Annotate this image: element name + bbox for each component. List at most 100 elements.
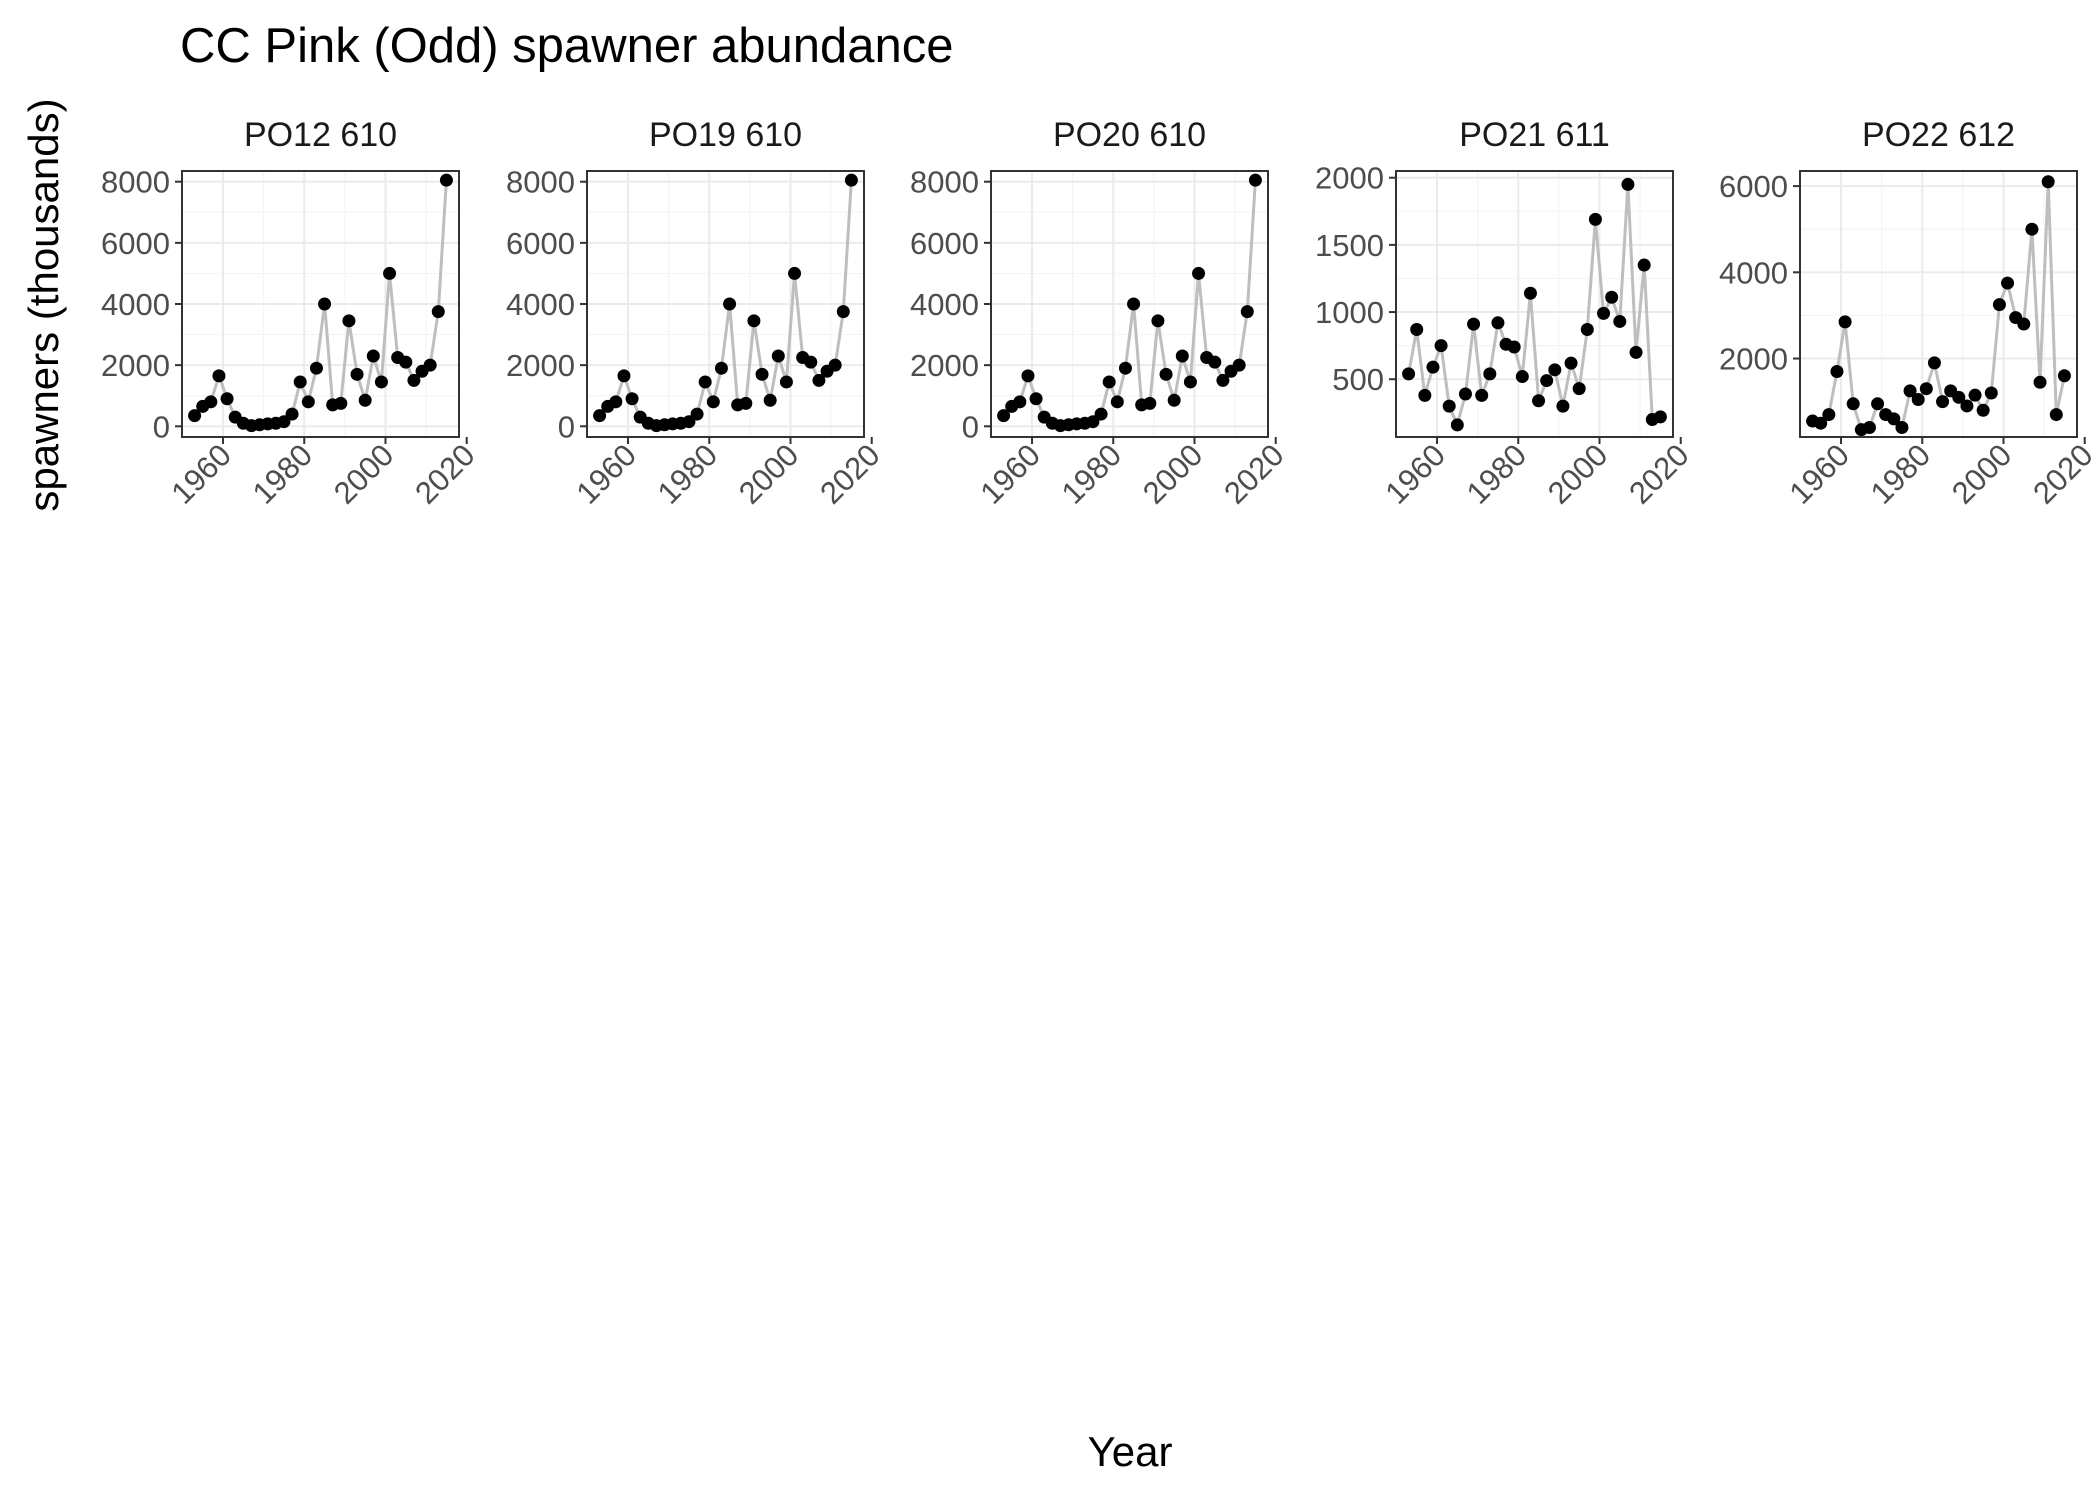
data-point — [617, 369, 631, 383]
panel-title: PO12 610 — [244, 116, 397, 154]
panel-title: PO21 611 — [1459, 116, 1610, 154]
data-point — [1871, 397, 1885, 411]
data-point — [1175, 349, 1189, 363]
data-point — [212, 369, 226, 383]
data-point — [1183, 375, 1197, 389]
data-point — [1548, 363, 1562, 377]
y-tick-label: 8000 — [101, 165, 170, 200]
data-point — [1919, 382, 1933, 396]
data-point — [1192, 266, 1206, 280]
data-point — [1822, 408, 1836, 422]
y-tick-label: 500 — [1332, 362, 1384, 397]
data-point — [334, 396, 348, 410]
data-point — [1021, 369, 1035, 383]
data-point — [1653, 410, 1667, 424]
y-tick-label: 2000 — [910, 348, 979, 383]
data-point — [188, 409, 202, 423]
data-point — [374, 375, 388, 389]
y-tick-label: 1500 — [1315, 228, 1384, 263]
y-tick-label: 8000 — [910, 165, 979, 200]
data-point — [1637, 258, 1651, 272]
data-point — [431, 305, 445, 319]
data-point — [1992, 298, 2006, 312]
data-point — [698, 375, 712, 389]
data-point — [1952, 390, 1966, 404]
data-point — [1911, 392, 1925, 406]
data-point — [1143, 396, 1157, 410]
data-point — [1814, 416, 1828, 430]
data-point — [1232, 358, 1246, 372]
x-tick-label: 2020 — [1622, 437, 1696, 511]
chart-title: CC Pink (Odd) spawner abundance — [180, 19, 954, 73]
data-point — [407, 373, 421, 387]
data-point — [1507, 340, 1521, 354]
data-point — [2041, 175, 2055, 189]
y-tick-label: 4000 — [101, 287, 170, 322]
data-point — [1248, 173, 1262, 187]
data-point — [1936, 395, 1950, 409]
data-point — [1094, 407, 1108, 421]
data-point — [1984, 386, 1998, 400]
series-line — [1407, 184, 1661, 430]
x-tick-label: 1960 — [1782, 437, 1856, 511]
series-line — [1812, 181, 2066, 432]
data-point — [439, 173, 453, 187]
data-point — [1515, 370, 1529, 384]
data-point — [1523, 286, 1537, 300]
data-point — [277, 415, 291, 429]
data-point — [1903, 384, 1917, 398]
data-point — [1597, 306, 1611, 320]
y-tick-label: 2000 — [1719, 342, 1788, 377]
y-tick-label: 0 — [558, 409, 575, 444]
data-point — [2057, 369, 2071, 383]
y-tick-label: 0 — [153, 409, 170, 444]
x-tick-label: 2000 — [732, 437, 806, 511]
data-point — [812, 373, 826, 387]
data-point — [1629, 345, 1643, 359]
data-point — [844, 173, 858, 187]
data-point — [755, 367, 769, 381]
x-tick-label: 2020 — [2026, 437, 2100, 511]
panel-title: PO20 610 — [1053, 116, 1206, 154]
x-tick-label: 1960 — [569, 437, 643, 511]
data-point — [1838, 315, 1852, 329]
data-point — [1102, 375, 1116, 389]
y-tick-label: 2000 — [101, 348, 170, 383]
data-point — [1467, 317, 1481, 331]
data-point — [1208, 355, 1222, 369]
x-tick-label: 2000 — [327, 437, 401, 511]
data-point — [690, 407, 704, 421]
data-point — [2025, 222, 2039, 236]
data-point — [788, 266, 802, 280]
data-point — [366, 349, 380, 363]
data-point — [1862, 421, 1876, 435]
data-point — [358, 393, 372, 407]
data-point — [779, 375, 793, 389]
x-tick-label: 1980 — [1460, 437, 1534, 511]
data-point — [1402, 367, 1416, 381]
data-point — [1572, 382, 1586, 396]
data-point — [1846, 397, 1860, 411]
data-point — [1216, 373, 1230, 387]
panel-border — [1395, 170, 1674, 438]
data-point — [1127, 297, 1141, 311]
x-tick-label: 2000 — [1945, 437, 2019, 511]
data-point — [1830, 364, 1844, 378]
data-point — [423, 358, 437, 372]
x-tick-label: 1980 — [246, 437, 320, 511]
y-tick-label: 6000 — [910, 226, 979, 261]
data-point — [2033, 375, 2047, 389]
data-point — [1418, 388, 1432, 402]
data-point — [1159, 367, 1173, 381]
y-tick-label: 0 — [962, 409, 979, 444]
data-point — [1976, 403, 1990, 417]
x-tick-label: 1980 — [1055, 437, 1129, 511]
y-tick-label: 4000 — [1719, 255, 1788, 290]
data-point — [1458, 387, 1472, 401]
data-point — [625, 392, 639, 406]
data-point — [1621, 177, 1635, 191]
